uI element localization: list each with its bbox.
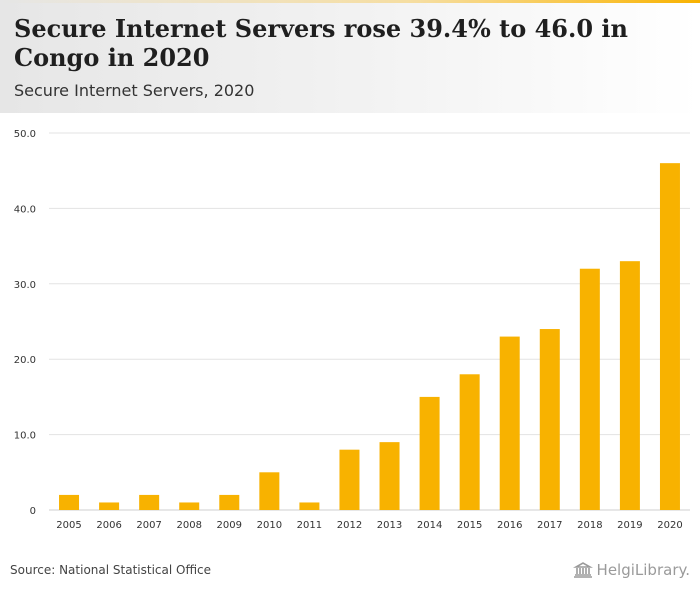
x-tick-label: 2014	[417, 520, 442, 531]
x-tick-label: 2008	[176, 520, 201, 531]
chart-subtitle: Secure Internet Servers, 2020	[14, 81, 255, 100]
bar	[419, 396, 440, 510]
source-note: Source: National Statistical Office	[10, 563, 212, 577]
y-tick-label: 10.0	[14, 431, 36, 442]
x-tick-label: 2020	[657, 520, 682, 531]
bar	[179, 502, 200, 510]
y-tick-label: 0	[30, 506, 36, 517]
x-tick-label: 2016	[497, 520, 522, 531]
header-banner: Secure Internet Servers rose 39.4% to 46…	[0, 0, 700, 113]
bar	[139, 494, 160, 510]
accent-line	[0, 0, 700, 3]
bar-chart: 0 10.0 20.0 30.0 40.0 50.0 2005 2006 2007 2008 200…	[14, 129, 690, 531]
x-tick-label: 2019	[617, 520, 642, 531]
bar	[619, 261, 640, 510]
bar	[499, 336, 520, 510]
bar	[259, 472, 280, 510]
bar	[539, 329, 560, 510]
x-tick-label: 2018	[577, 520, 602, 531]
y-tick-label: 30.0	[14, 280, 36, 291]
x-tick-label: 2006	[96, 520, 121, 531]
helgi-library-logo[interactable]: HelgiLibrary.	[572, 561, 690, 579]
bar	[379, 442, 400, 510]
x-tick-label: 2011	[297, 520, 322, 531]
y-tick-label: 20.0	[14, 355, 36, 366]
x-tick-label: 2010	[257, 520, 282, 531]
bar	[459, 374, 480, 510]
bar	[659, 163, 680, 510]
x-tick-label: 2007	[136, 520, 161, 531]
chart-title: Secure Internet Servers rose 39.4% to 46…	[14, 14, 628, 72]
y-tick-label: 40.0	[14, 204, 36, 215]
bar	[339, 449, 360, 510]
bar	[59, 494, 80, 510]
x-tick-label: 2005	[56, 520, 81, 531]
x-tick-label: 2009	[217, 520, 242, 531]
bar	[299, 502, 320, 510]
x-tick-label: 2013	[377, 520, 402, 531]
x-tick-label: 2017	[537, 520, 562, 531]
x-tick-label: 2015	[457, 520, 482, 531]
bar	[579, 268, 600, 510]
x-tick-label: 2012	[337, 520, 362, 531]
library-building-icon	[572, 562, 593, 578]
logo-text: HelgiLibrary.	[596, 561, 690, 579]
bar	[99, 502, 120, 510]
y-tick-label: 50.0	[14, 129, 36, 140]
bar	[219, 494, 240, 510]
